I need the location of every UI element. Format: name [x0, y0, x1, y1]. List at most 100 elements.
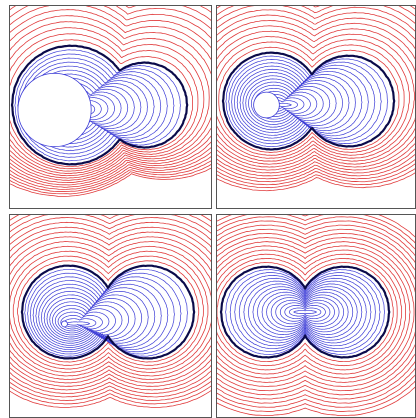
boundary-contour-line — [10, 44, 189, 166]
inner-contour-line — [275, 299, 335, 325]
contour-plot-top-left — [10, 6, 211, 197]
outer-contour-line — [217, 216, 415, 408]
outer-contour-line — [17, 260, 200, 363]
inner-contour-line — [252, 286, 358, 338]
inner-contour-line — [228, 59, 382, 145]
outer-contour-line — [10, 221, 211, 391]
outer-contour-line — [10, 215, 211, 398]
outer-contour-line — [217, 14, 415, 171]
boundary-contour-line — [20, 264, 196, 360]
outer-contour-line — [10, 215, 211, 401]
outer-contour-line — [10, 250, 209, 370]
outer-contour-line — [217, 224, 415, 400]
inner-contour-line — [250, 84, 331, 123]
inner-contour-line — [43, 294, 143, 342]
outer-contour-line — [217, 6, 415, 183]
outer-contour-line — [217, 249, 406, 375]
boundary-contour-line — [219, 265, 391, 359]
outer-contour-line — [10, 39, 193, 168]
inner-contour-line — [17, 53, 175, 158]
outer-contour-line — [10, 245, 211, 373]
outer-contour-line — [217, 6, 415, 177]
outer-contour-line — [217, 245, 411, 379]
outer-contour-line — [10, 21, 210, 174]
inner-contour-line — [27, 272, 182, 355]
inner-contour-line — [243, 280, 367, 344]
outer-contour-line — [10, 6, 211, 181]
contour-plot-bottom-right — [217, 215, 415, 416]
outer-contour-line — [12, 255, 204, 366]
outer-contour-line — [217, 262, 394, 363]
outer-contour-line — [10, 215, 211, 408]
outer-contour-line — [10, 27, 205, 172]
inner-contour-line — [266, 294, 345, 330]
outer-contour-line — [217, 9, 415, 174]
inner-contour-line — [284, 305, 326, 320]
outer-contour-line — [10, 241, 211, 377]
contour-plot-top-right — [217, 6, 415, 192]
inner-contour-line — [239, 72, 356, 133]
outer-contour-line — [217, 6, 415, 186]
inner-contour-line — [270, 297, 340, 327]
outer-contour-line — [218, 46, 400, 153]
outer-contour-line — [10, 6, 211, 188]
outer-contour-line — [217, 36, 410, 159]
outer-contour-line — [10, 236, 211, 380]
inner-contour-line — [257, 289, 354, 336]
inner-contour-line — [29, 276, 175, 353]
outer-contour-line — [10, 6, 211, 184]
contour-panel-bottom-left — [9, 214, 212, 418]
inner-contour-line — [229, 272, 381, 352]
outer-contour-line — [217, 241, 415, 383]
outer-contour-line — [10, 9, 211, 179]
inner-contour-line — [40, 290, 149, 344]
inner-contour-line — [261, 291, 349, 333]
inner-contour-line — [247, 283, 363, 341]
contour-panel-top-left — [9, 5, 212, 209]
inner-contour-line — [233, 65, 369, 139]
outer-contour-line — [217, 257, 398, 367]
inner-contour-line — [248, 81, 337, 125]
contour-panel-bottom-right — [216, 214, 416, 418]
inner-contour-line — [236, 68, 363, 136]
inner-contour-line — [52, 304, 123, 336]
contour-plot-bottom-left — [10, 215, 211, 408]
outer-contour-line — [217, 253, 403, 371]
outer-contour-line — [217, 215, 415, 412]
outer-contour-line — [217, 41, 405, 156]
inner-contour-line — [225, 269, 386, 355]
inner-contour-line — [293, 310, 317, 314]
inner-contour-line — [49, 301, 130, 338]
hole-circle — [61, 320, 68, 328]
outer-contour-line — [217, 237, 415, 387]
inner-contour-line — [225, 55, 389, 148]
outer-contour-line — [217, 168, 415, 189]
inner-contour-line — [238, 277, 372, 347]
inner-contour-line — [279, 302, 331, 322]
outer-contour-line — [10, 15, 211, 177]
outer-contour-line — [10, 160, 211, 192]
outer-contour-line — [217, 30, 415, 162]
outer-contour-line — [10, 231, 211, 384]
inner-contour-line — [54, 308, 116, 334]
outer-contour-line — [10, 6, 211, 190]
inner-contour-line — [65, 321, 91, 326]
outer-contour-line — [217, 6, 415, 180]
hole-circle — [253, 91, 280, 119]
contour-panel-top-right — [216, 5, 416, 209]
outer-contour-line — [10, 167, 211, 197]
outer-contour-line — [10, 215, 211, 405]
outer-contour-line — [10, 33, 199, 170]
inner-contour-line — [245, 78, 344, 128]
boundary-contour-line — [221, 51, 396, 151]
inner-contour-line — [231, 62, 376, 142]
inner-contour-line — [46, 298, 136, 340]
outer-contour-line — [217, 20, 415, 168]
outer-contour-line — [217, 215, 415, 416]
inner-contour-line — [57, 311, 110, 332]
inner-contour-line — [32, 280, 169, 350]
outer-contour-line — [10, 6, 211, 186]
outer-contour-line — [10, 217, 211, 394]
outer-contour-line — [10, 164, 211, 195]
outer-contour-line — [217, 172, 415, 192]
